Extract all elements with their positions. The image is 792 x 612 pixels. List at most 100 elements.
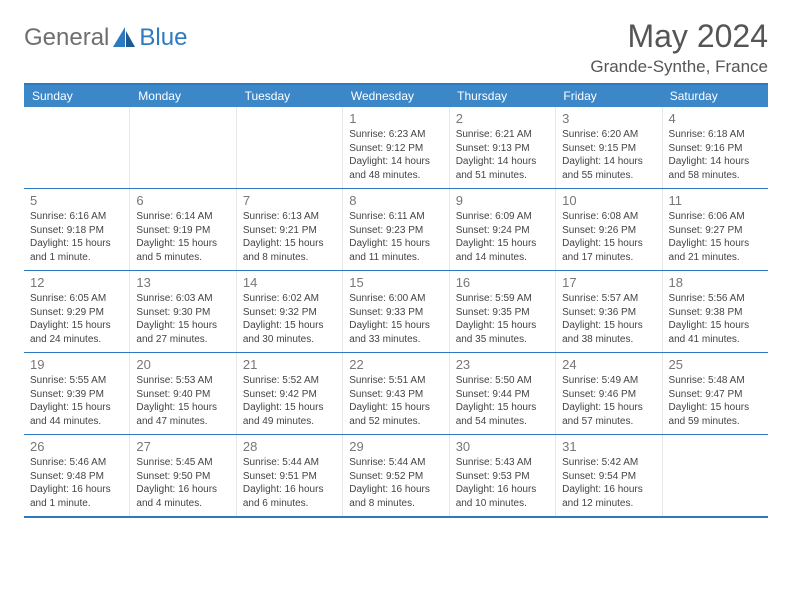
weekday-header: Tuesday (237, 85, 343, 107)
day-detail: Sunrise: 6:20 AMSunset: 9:15 PMDaylight:… (562, 128, 655, 182)
brand-logo: General Blue (24, 18, 187, 52)
top-bar: General Blue May 2024 Grande-Synthe, Fra… (24, 18, 768, 77)
day-detail: Sunrise: 6:13 AMSunset: 9:21 PMDaylight:… (243, 210, 336, 264)
day-number: 1 (349, 111, 442, 126)
day-cell: 6 Sunrise: 6:14 AMSunset: 9:19 PMDaylight… (130, 189, 236, 270)
day-cell: 2Sunrise: 6:21 AMSunset: 9:13 PMDaylight… (450, 107, 556, 188)
brand-right: Blue (139, 24, 187, 52)
day-detail: Sunrise: 6:23 AMSunset: 9:12 PMDaylight:… (349, 128, 442, 182)
day-number: 22 (349, 357, 442, 372)
day-detail: Sunrise: 5:50 AMSunset: 9:44 PMDaylight:… (456, 374, 549, 428)
day-number: 19 (30, 357, 123, 372)
week-row: 1 Sunrise: 6:23 AMSunset: 9:12 PMDaylight… (24, 107, 768, 188)
day-detail: Sunrise: 5:57 AMSunset: 9:36 PMDaylight:… (562, 292, 655, 346)
day-cell: 26 Sunrise: 5:46 AMSunset: 9:48 PMDayligh… (24, 435, 130, 516)
day-detail: Sunrise: 5:55 AMSunset: 9:39 PMDaylight:… (30, 374, 123, 428)
day-number: 2 (456, 111, 549, 126)
brand-left: General (24, 24, 109, 52)
day-number: 28 (243, 439, 336, 454)
day-cell: 14 Sunrise: 6:02 AMSunset: 9:32 PMDayligh… (237, 271, 343, 352)
day-number: 29 (349, 439, 442, 454)
day-cell: 1 Sunrise: 6:23 AMSunset: 9:12 PMDaylight… (343, 107, 449, 188)
weekday-header: Wednesday (343, 85, 449, 107)
day-cell: 13 Sunrise: 6:03 AMSunset: 9:30 PMDayligh… (130, 271, 236, 352)
day-number: 14 (243, 275, 336, 290)
month-title: May 2024 (590, 18, 768, 55)
day-number: 20 (136, 357, 229, 372)
day-number: 3 (562, 111, 655, 126)
day-detail: Sunrise: 6:08 AMSunset: 9:26 PMDaylight:… (562, 210, 655, 264)
day-detail: Sunrise: 5:59 AMSunset: 9:35 PMDaylight:… (456, 292, 549, 346)
day-number: 21 (243, 357, 336, 372)
day-detail: Sunrise: 6:00 AMSunset: 9:33 PMDaylight:… (349, 292, 442, 346)
sail-icon (111, 25, 137, 51)
weekday-header: Monday (130, 85, 236, 107)
location-label: Grande-Synthe, France (590, 57, 768, 77)
week-row: 12 Sunrise: 6:05 AMSunset: 9:29 PMDayligh… (24, 270, 768, 352)
day-number: 30 (456, 439, 549, 454)
day-detail: Sunrise: 5:43 AMSunset: 9:53 PMDaylight:… (456, 456, 549, 510)
day-number: 16 (456, 275, 549, 290)
day-detail: Sunrise: 6:05 AMSunset: 9:29 PMDaylight:… (30, 292, 123, 346)
weekday-header-row: SundayMondayTuesdayWednesdayThursdayFrid… (24, 85, 768, 107)
day-cell: 9 Sunrise: 6:09 AMSunset: 9:24 PMDaylight… (450, 189, 556, 270)
day-number: 11 (669, 193, 762, 208)
week-row: 26 Sunrise: 5:46 AMSunset: 9:48 PMDayligh… (24, 434, 768, 516)
day-detail: Sunrise: 6:11 AMSunset: 9:23 PMDaylight:… (349, 210, 442, 264)
day-cell: 3 Sunrise: 6:20 AMSunset: 9:15 PMDaylight… (556, 107, 662, 188)
week-row: 5Sunrise: 6:16 AMSunset: 9:18 PMDaylight… (24, 188, 768, 270)
day-detail: Sunrise: 5:44 AMSunset: 9:52 PMDaylight:… (349, 456, 442, 510)
weekday-header: Thursday (449, 85, 555, 107)
day-cell: 31 Sunrise: 5:42 AMSunset: 9:54 PMDayligh… (556, 435, 662, 516)
day-cell (130, 107, 236, 188)
day-detail: Sunrise: 5:51 AMSunset: 9:43 PMDaylight:… (349, 374, 442, 428)
day-detail: Sunrise: 6:16 AMSunset: 9:18 PMDaylight:… (30, 210, 123, 264)
day-cell: 28 Sunrise: 5:44 AMSunset: 9:51 PMDayligh… (237, 435, 343, 516)
day-cell: 8 Sunrise: 6:11 AMSunset: 9:23 PMDaylight… (343, 189, 449, 270)
day-detail: Sunrise: 5:46 AMSunset: 9:48 PMDaylight:… (30, 456, 123, 510)
day-detail: Sunrise: 5:42 AMSunset: 9:54 PMDaylight:… (562, 456, 655, 510)
day-number: 18 (669, 275, 762, 290)
day-cell: 19 Sunrise: 5:55 AMSunset: 9:39 PMDayligh… (24, 353, 130, 434)
day-cell (663, 435, 768, 516)
day-cell: 5Sunrise: 6:16 AMSunset: 9:18 PMDaylight… (24, 189, 130, 270)
day-cell: 10Sunrise: 6:08 AMSunset: 9:26 PMDayligh… (556, 189, 662, 270)
day-detail: Sunrise: 6:18 AMSunset: 9:16 PMDaylight:… (669, 128, 762, 182)
day-number: 13 (136, 275, 229, 290)
day-cell (237, 107, 343, 188)
day-cell: 16 Sunrise: 5:59 AMSunset: 9:35 PMDayligh… (450, 271, 556, 352)
day-cell: 18Sunrise: 5:56 AMSunset: 9:38 PMDayligh… (663, 271, 768, 352)
calendar-grid: SundayMondayTuesdayWednesdayThursdayFrid… (24, 83, 768, 518)
day-number: 23 (456, 357, 549, 372)
day-cell: 23 Sunrise: 5:50 AMSunset: 9:44 PMDayligh… (450, 353, 556, 434)
day-number: 26 (30, 439, 123, 454)
day-detail: Sunrise: 6:02 AMSunset: 9:32 PMDaylight:… (243, 292, 336, 346)
day-cell: 22 Sunrise: 5:51 AMSunset: 9:43 PMDayligh… (343, 353, 449, 434)
week-row: 19 Sunrise: 5:55 AMSunset: 9:39 PMDayligh… (24, 352, 768, 434)
day-cell: 30 Sunrise: 5:43 AMSunset: 9:53 PMDayligh… (450, 435, 556, 516)
day-detail: Sunrise: 6:09 AMSunset: 9:24 PMDaylight:… (456, 210, 549, 264)
day-detail: Sunrise: 6:14 AMSunset: 9:19 PMDaylight:… (136, 210, 229, 264)
day-number: 24 (562, 357, 655, 372)
day-detail: Sunrise: 5:44 AMSunset: 9:51 PMDaylight:… (243, 456, 336, 510)
day-detail: Sunrise: 6:06 AMSunset: 9:27 PMDaylight:… (669, 210, 762, 264)
day-cell: 4Sunrise: 6:18 AMSunset: 9:16 PMDaylight… (663, 107, 768, 188)
day-cell: 12 Sunrise: 6:05 AMSunset: 9:29 PMDayligh… (24, 271, 130, 352)
day-number: 8 (349, 193, 442, 208)
day-number: 6 (136, 193, 229, 208)
weekday-header: Sunday (24, 85, 130, 107)
calendar-page: General Blue May 2024 Grande-Synthe, Fra… (0, 0, 792, 528)
day-number: 12 (30, 275, 123, 290)
day-number: 31 (562, 439, 655, 454)
day-number: 25 (669, 357, 762, 372)
day-number: 9 (456, 193, 549, 208)
day-cell: 7 Sunrise: 6:13 AMSunset: 9:21 PMDaylight… (237, 189, 343, 270)
day-detail: Sunrise: 6:03 AMSunset: 9:30 PMDaylight:… (136, 292, 229, 346)
title-block: May 2024 Grande-Synthe, France (590, 18, 768, 77)
day-number: 7 (243, 193, 336, 208)
day-detail: Sunrise: 5:48 AMSunset: 9:47 PMDaylight:… (669, 374, 762, 428)
weekday-header: Saturday (662, 85, 768, 107)
day-number: 27 (136, 439, 229, 454)
day-cell: 11 Sunrise: 6:06 AMSunset: 9:27 PMDayligh… (663, 189, 768, 270)
day-detail: Sunrise: 5:52 AMSunset: 9:42 PMDaylight:… (243, 374, 336, 428)
